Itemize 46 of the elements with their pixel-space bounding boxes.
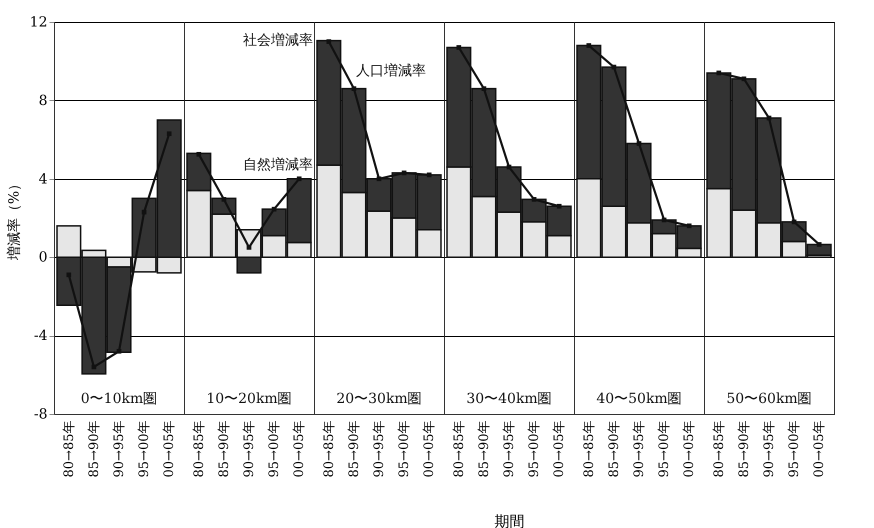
y-tick-label: 12 — [30, 14, 48, 30]
x-tick-label: 80→85年 — [582, 420, 597, 478]
x-tick-label: 95→00年 — [657, 420, 672, 478]
x-tick-label: 85→90年 — [86, 420, 102, 478]
x-tick-label: 95→00年 — [527, 420, 542, 478]
y-tick-label: 8 — [38, 92, 48, 109]
x-tick-label: 85→90年 — [346, 420, 362, 478]
x-tick-label: 85→90年 — [736, 420, 752, 478]
x-tick-label: 80→85年 — [712, 420, 727, 478]
series-label: 社会増減率 — [243, 32, 314, 49]
annotation: 50〜60km圏 — [726, 391, 812, 407]
x-tick-label: 80→85年 — [62, 420, 77, 478]
x-tick-label: 90→95年 — [762, 420, 777, 478]
x-tick-label: 00→05年 — [292, 420, 308, 478]
x-tick-label: 00→05年 — [812, 420, 828, 478]
annotation: 0〜10km圏 — [80, 391, 158, 407]
x-tick-label: 85→90年 — [216, 420, 232, 478]
annotation: 20〜30km圏 — [336, 391, 422, 407]
x-tick-label: 80→85年 — [322, 420, 337, 478]
series-label: 自然増減率 — [243, 156, 314, 174]
annotation: 40〜50km圏 — [596, 391, 682, 407]
y-tick-label: -8 — [34, 406, 48, 422]
annotation: 30〜40km圏 — [466, 391, 552, 407]
series-label: 人口増減率 — [356, 62, 426, 79]
x-tick-label: 95→00年 — [267, 420, 282, 478]
y-tick-label: -4 — [34, 328, 48, 344]
x-tick-label: 80→85年 — [452, 420, 467, 478]
x-tick-label: 80→85年 — [192, 420, 207, 478]
annotation: 10〜20km圏 — [206, 391, 292, 407]
x-tick-label: 90→95年 — [242, 420, 257, 478]
x-tick-label: 00→05年 — [422, 420, 438, 478]
x-tick-label: 90→95年 — [112, 420, 127, 478]
x-tick-label: 90→95年 — [372, 420, 387, 478]
y-axis-title: 増減率（%） — [6, 176, 23, 262]
x-tick-label: 00→05年 — [552, 420, 568, 478]
x-tick-label: 00→05年 — [682, 420, 698, 478]
y-tick-label: 4 — [38, 171, 48, 188]
y-tick-label: 0 — [38, 250, 48, 266]
x-tick-label: 00→05年 — [162, 420, 178, 478]
x-tick-label: 90→95年 — [502, 420, 517, 478]
x-tick-label: 95→00年 — [137, 420, 152, 478]
x-tick-label: 95→00年 — [787, 420, 802, 478]
x-tick-label: 90→95年 — [632, 420, 647, 478]
x-tick-label: 85→90年 — [606, 420, 622, 478]
x-tick-label: 95→00年 — [397, 420, 412, 478]
x-tick-label: 85→90年 — [476, 420, 492, 478]
